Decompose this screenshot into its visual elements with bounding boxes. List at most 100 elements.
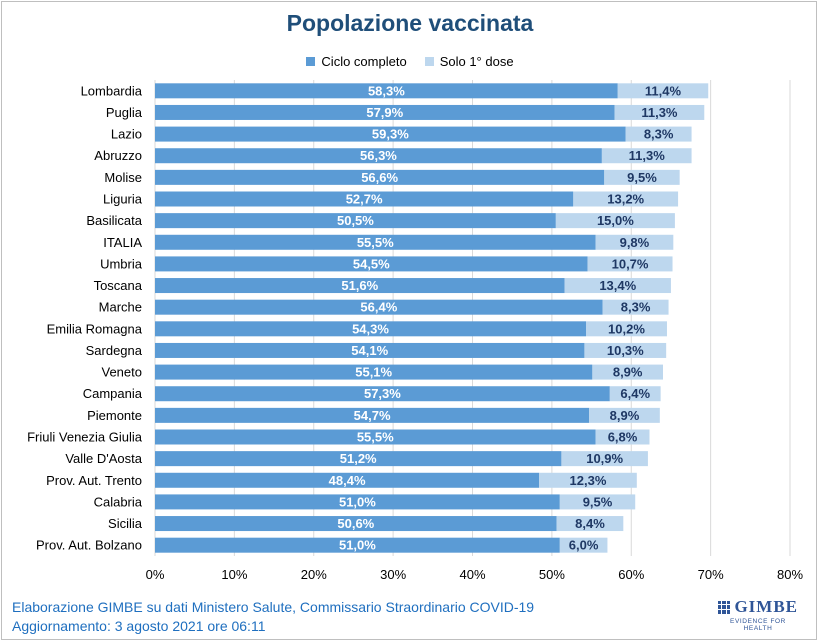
category-label: Molise [104, 170, 142, 185]
x-tick-label: 50% [539, 567, 565, 582]
data-label-ciclo-completo: 54,1% [351, 343, 388, 358]
data-label-solo-prima-dose: 11,3% [629, 148, 666, 163]
data-label-ciclo-completo: 51,2% [340, 451, 377, 466]
data-label-ciclo-completo: 58,3% [368, 83, 405, 98]
bar-ciclo-completo [155, 191, 574, 207]
category-label: Friuli Venezia Giulia [27, 430, 143, 445]
bar-solo-prima-dose [573, 191, 679, 207]
bar-solo-prima-dose [564, 278, 671, 294]
bar-ciclo-completo [155, 256, 588, 272]
data-label-solo-prima-dose: 8,9% [610, 408, 640, 423]
data-label-ciclo-completo: 56,6% [361, 170, 398, 185]
bar-ciclo-completo [155, 83, 618, 99]
gimbe-logo: GIMBE EVIDENCE FOR HEALTH [718, 597, 798, 632]
bar-ciclo-completo [155, 234, 596, 250]
bar-solo-prima-dose [595, 429, 650, 445]
bar-ciclo-completo [155, 126, 626, 142]
data-label-ciclo-completo: 54,3% [352, 321, 389, 336]
category-label: Abruzzo [94, 148, 142, 163]
data-label-ciclo-completo: 55,5% [357, 235, 394, 250]
data-label-ciclo-completo: 50,5% [337, 213, 374, 228]
data-label-ciclo-completo: 51,6% [341, 278, 378, 293]
data-label-ciclo-completo: 52,7% [346, 192, 383, 207]
legend-label-solo-prima-dose: Solo 1° dose [439, 54, 514, 69]
bar-ciclo-completo [155, 516, 557, 532]
data-label-ciclo-completo: 55,1% [355, 365, 392, 380]
bar-ciclo-completo [155, 472, 540, 488]
x-tick-label: 60% [618, 567, 644, 582]
x-tick-label: 30% [380, 567, 406, 582]
legend-item-solo-prima-dose: Solo 1° dose [424, 54, 514, 69]
data-label-ciclo-completo: 57,9% [366, 105, 403, 120]
category-label: Puglia [106, 105, 143, 120]
bar-solo-prima-dose [614, 104, 705, 120]
data-label-solo-prima-dose: 8,4% [575, 516, 605, 531]
data-label-ciclo-completo: 59,3% [372, 127, 409, 142]
x-tick-label: 80% [777, 567, 803, 582]
category-label: Toscana [94, 278, 143, 293]
bar-ciclo-completo [155, 169, 605, 185]
data-label-solo-prima-dose: 8,9% [613, 365, 643, 380]
data-label-solo-prima-dose: 8,3% [621, 300, 651, 315]
category-label: Sicilia [108, 516, 143, 531]
bar-ciclo-completo [155, 494, 560, 510]
category-label: Emilia Romagna [47, 321, 143, 336]
data-label-solo-prima-dose: 13,4% [599, 278, 636, 293]
bar-ciclo-completo [155, 278, 565, 294]
bar-solo-prima-dose [559, 537, 608, 553]
bar-ciclo-completo [155, 386, 610, 402]
data-label-solo-prima-dose: 6,4% [620, 386, 650, 401]
data-label-ciclo-completo: 50,6% [337, 516, 374, 531]
category-label: Lombardia [81, 83, 143, 98]
data-label-ciclo-completo: 57,3% [364, 386, 401, 401]
footer-source: Elaborazione GIMBE su dati Ministero Sal… [12, 599, 535, 615]
legend-swatch-ciclo-completo [306, 57, 316, 66]
bar-solo-prima-dose [587, 256, 673, 272]
bar-ciclo-completo [155, 364, 593, 380]
bar-solo-prima-dose [584, 342, 667, 358]
data-label-solo-prima-dose: 12,3% [570, 473, 607, 488]
data-label-solo-prima-dose: 9,5% [583, 494, 613, 509]
x-tick-label: 10% [221, 567, 247, 582]
data-label-solo-prima-dose: 8,3% [644, 127, 674, 142]
data-label-solo-prima-dose: 10,3% [607, 343, 644, 358]
category-label: Umbria [100, 256, 143, 271]
bar-ciclo-completo [155, 451, 562, 467]
data-label-solo-prima-dose: 6,8% [608, 430, 638, 445]
bar-solo-prima-dose [625, 126, 692, 142]
logo-name: GIMBE [734, 597, 798, 616]
bar-solo-prima-dose [559, 494, 636, 510]
legend-swatch-solo-prima-dose [424, 57, 434, 66]
bar-solo-prima-dose [595, 234, 674, 250]
bar-solo-prima-dose [555, 213, 675, 229]
bar-ciclo-completo [155, 213, 556, 229]
data-label-ciclo-completo: 56,3% [360, 148, 397, 163]
data-label-ciclo-completo: 48,4% [329, 473, 366, 488]
bar-solo-prima-dose [601, 148, 692, 164]
category-label: Liguria [103, 192, 143, 207]
category-label: Campania [83, 386, 143, 401]
footer: Elaborazione GIMBE su dati Ministero Sal… [12, 598, 534, 636]
bar-ciclo-completo [155, 429, 596, 445]
category-label: Prov. Aut. Trento [46, 473, 142, 488]
category-label: ITALIA [103, 235, 142, 250]
data-label-solo-prima-dose: 15,0% [597, 213, 634, 228]
x-tick-label: 40% [459, 567, 485, 582]
data-label-solo-prima-dose: 13,2% [607, 192, 644, 207]
bar-solo-prima-dose [589, 407, 660, 423]
x-tick-label: 70% [698, 567, 724, 582]
bar-solo-prima-dose [602, 299, 669, 315]
legend-label-ciclo-completo: Ciclo completo [321, 54, 407, 69]
bar-solo-prima-dose [592, 364, 663, 380]
data-label-solo-prima-dose: 6,0% [569, 538, 599, 553]
category-label: Valle D'Aosta [65, 451, 142, 466]
bar-ciclo-completo [155, 342, 585, 358]
bar-solo-prima-dose [539, 472, 637, 488]
chart-title: Popolazione vaccinata [286, 10, 534, 36]
bar-solo-prima-dose [586, 321, 667, 337]
bar-solo-prima-dose [561, 451, 648, 467]
category-label: Sardegna [86, 343, 143, 358]
logo-mark-icon [718, 600, 731, 614]
data-label-ciclo-completo: 55,5% [357, 430, 394, 445]
data-label-solo-prima-dose: 9,8% [620, 235, 650, 250]
